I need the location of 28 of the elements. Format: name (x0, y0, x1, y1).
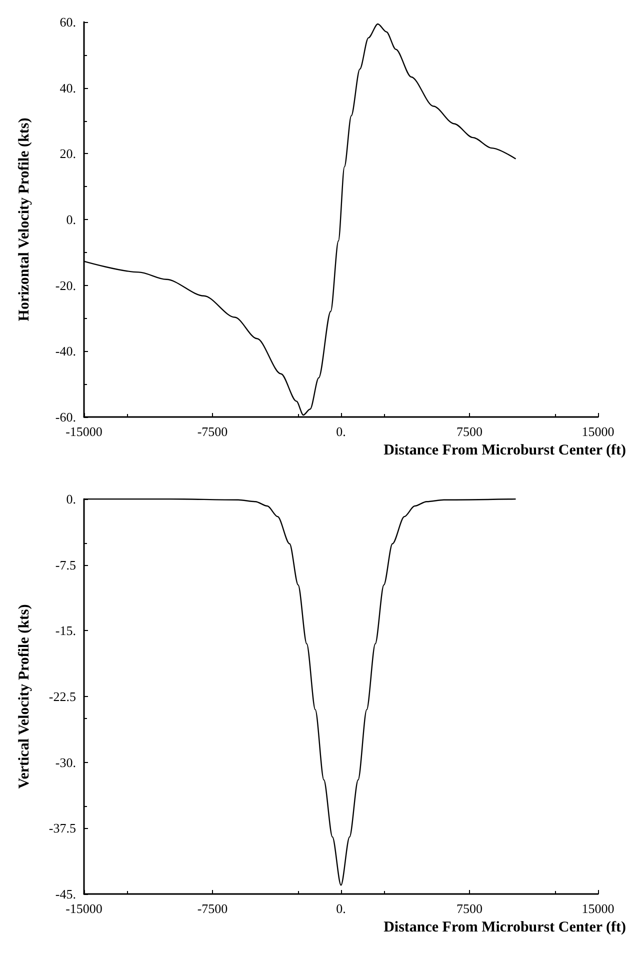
y-tick-label: -15. (55, 623, 76, 638)
x-axis-title: Distance From Microburst Center (ft) (384, 920, 626, 936)
x-tick-label: 0. (336, 424, 346, 439)
x-tick-label: -15000 (66, 901, 102, 916)
y-tick-label: -60. (55, 410, 76, 424)
x-tick-label: 7500 (456, 901, 482, 916)
y-tick-label: -7.5 (55, 557, 76, 572)
y-tick-label: -30. (55, 754, 76, 770)
y-tick-label: 20. (60, 146, 76, 162)
x-tick-label: -7500 (197, 424, 228, 439)
x-tick-label: -7500 (197, 901, 228, 916)
y-tick-label: -37.5 (48, 820, 76, 836)
y-tick-label: 0. (66, 492, 76, 506)
x-tick-label: 7500 (456, 424, 482, 439)
y-tick-label: 40. (60, 80, 76, 96)
y-tick-label: -45. (55, 886, 76, 902)
y-tick-label: 0. (66, 212, 76, 227)
x-tick-label: 15000 (582, 901, 614, 916)
x-tick-label: -15000 (66, 424, 102, 439)
y-tick-label: -40. (55, 344, 76, 359)
x-tick-label: 15000 (582, 424, 614, 439)
y-tick-label: -20. (55, 278, 76, 293)
x-axis-title: Distance From Microburst Center (ft) (384, 442, 626, 458)
y-axis-title: Vertical Velocity Profile (kts) (16, 604, 32, 789)
y-tick-label: 60. (60, 14, 76, 30)
y-axis-title: Horizontal Velocity Profile (kts) (16, 118, 32, 322)
y-tick-label: -22.5 (48, 689, 76, 704)
x-tick-label: 0. (336, 901, 346, 916)
